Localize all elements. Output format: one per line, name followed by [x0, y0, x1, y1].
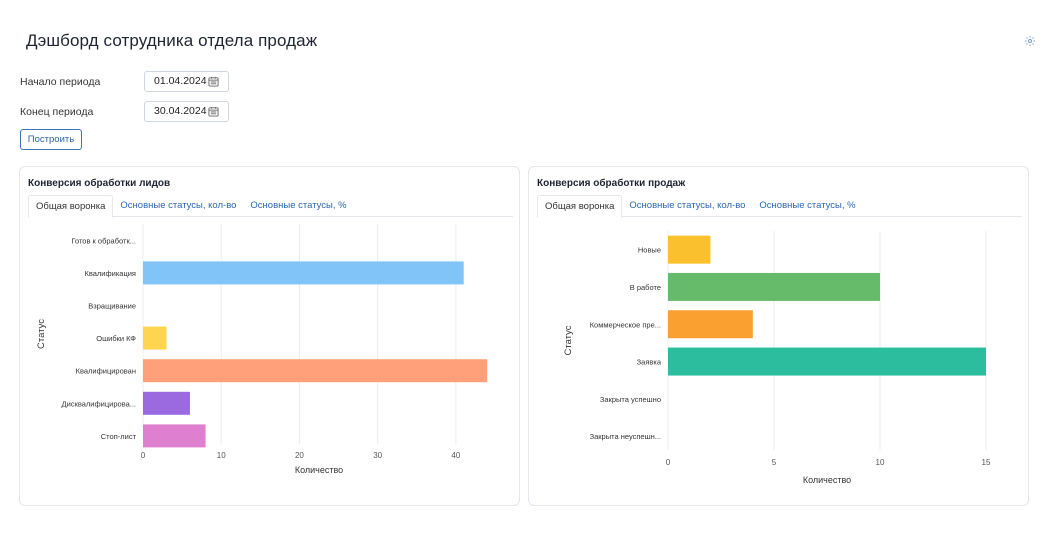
end-date-label: Конец периода [20, 106, 94, 118]
y-category-label: Квалификация [84, 269, 136, 278]
bar[interactable] [668, 310, 753, 339]
leads-conversion-card: Конверсия обработки лидов Общая воронка … [19, 166, 520, 506]
bar[interactable] [143, 424, 206, 448]
sales-bar-chart: 0 5 10 15 Новые В работе Коммерческое пре... За… [563, 231, 991, 485]
start-date-value: 01.04.2024 [154, 75, 207, 87]
end-date-input[interactable]: 30.04.2024 [144, 101, 229, 122]
y-category-label: В работе [630, 283, 661, 292]
start-date-label: Начало периода [20, 76, 101, 88]
tab-main-statuses-count[interactable]: Основные статусы, кол-во [629, 200, 746, 211]
tab-main-statuses-percent[interactable]: Основные статусы, % [759, 200, 856, 211]
tab-main-statuses-percent[interactable]: Основные статусы, % [250, 200, 347, 211]
x-tick-label: 0 [141, 451, 146, 460]
tab-bar: Общая воронка Основные статусы, кол-во О… [28, 195, 513, 218]
tab-general-funnel[interactable]: Общая воронка [28, 195, 114, 218]
y-category-label: Стоп-лист [101, 432, 137, 441]
y-category-label: Коммерческое пре... [590, 320, 661, 329]
page-title: Дэшборд сотрудника отдела продаж [26, 31, 318, 50]
bar[interactable] [143, 261, 464, 285]
bar[interactable] [668, 272, 880, 301]
start-date-input[interactable]: 01.04.2024 [144, 71, 229, 92]
x-tick-label: 30 [373, 451, 382, 460]
y-category-label: Ошибки КФ [96, 334, 136, 343]
bar[interactable] [143, 359, 488, 383]
x-tick-label: 15 [982, 458, 991, 467]
card-title: Конверсия обработки продаж [537, 178, 686, 189]
gear-icon[interactable] [1024, 35, 1036, 47]
leads-bar-chart: 0 10 20 30 40 Готов к обработк... Квалификация… [36, 224, 488, 475]
sales-conversion-card: Конверсия обработки продаж Общая воронка… [528, 166, 1029, 506]
y-category-label: Взращивание [88, 302, 136, 311]
x-tick-label: 5 [772, 458, 777, 467]
end-date-value: 30.04.2024 [154, 105, 207, 117]
calendar-icon[interactable] [208, 76, 219, 87]
bar[interactable] [143, 326, 167, 350]
x-tick-label: 20 [295, 451, 304, 460]
bar[interactable] [668, 347, 986, 376]
y-category-label: Закрыта успешно [600, 395, 661, 404]
y-category-label: Закрыта неуспешн... [590, 432, 661, 441]
card-title: Конверсия обработки лидов [28, 178, 171, 189]
x-tick-label: 10 [876, 458, 885, 467]
y-category-label: Готов к обработк... [71, 236, 136, 245]
x-tick-label: 40 [451, 451, 460, 460]
bar[interactable] [143, 391, 190, 415]
x-axis-title: Количество [295, 465, 343, 475]
tab-bar: Общая воронка Основные статусы, кол-во О… [537, 195, 1022, 218]
calendar-icon[interactable] [208, 106, 219, 117]
y-axis-title: Статус [563, 325, 574, 355]
x-axis-title: Количество [803, 475, 851, 485]
x-tick-label: 0 [666, 458, 671, 467]
y-category-label: Дисквалифицирова... [62, 399, 136, 408]
x-tick-label: 10 [217, 451, 226, 460]
build-button[interactable]: Построить [20, 129, 82, 150]
y-category-label: Заявка [637, 358, 662, 367]
y-axis-title: Статус [36, 319, 47, 349]
y-category-label: Квалифицирован [76, 367, 136, 376]
tab-general-funnel[interactable]: Общая воронка [537, 195, 623, 218]
tab-main-statuses-count[interactable]: Основные статусы, кол-во [120, 200, 237, 211]
bar[interactable] [668, 235, 711, 264]
y-category-label: Новые [638, 246, 661, 255]
